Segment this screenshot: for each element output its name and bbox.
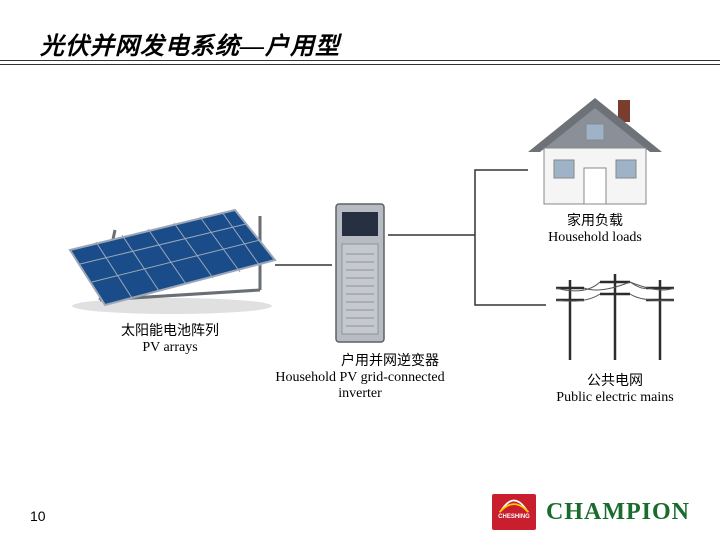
inverter-label-cn: 户用并网逆变器 bbox=[330, 350, 450, 370]
grid-label-cn: 公共电网 bbox=[540, 370, 690, 390]
page-number: 10 bbox=[30, 508, 46, 524]
pv-label-en: PV arrays bbox=[60, 340, 280, 356]
system-diagram: 太阳能电池阵列 PV arrays bbox=[0, 80, 720, 440]
inverter-icon bbox=[330, 200, 390, 350]
grid-label-en: Public electric mains bbox=[540, 390, 690, 406]
cheshing-badge-icon: CHESHING bbox=[492, 494, 536, 530]
house-icon bbox=[520, 90, 670, 210]
inverter: 户用并网逆变器 Household PV grid-connected inve… bbox=[330, 200, 450, 402]
house-label-cn: 家用负载 bbox=[520, 210, 670, 230]
badge-text: CHESHING bbox=[492, 514, 536, 520]
house: 家用负载 Household loads bbox=[520, 90, 670, 246]
title-zone: 光伏并网发电系统—户用型 bbox=[0, 26, 720, 61]
pv-arrays-icon bbox=[60, 180, 280, 320]
page-title: 光伏并网发电系统—户用型 bbox=[36, 34, 344, 60]
champion-logo-text: CHAMPION bbox=[546, 499, 690, 526]
house-label-en: Household loads bbox=[520, 230, 670, 246]
inverter-label-en: Household PV grid-connected inverter bbox=[270, 370, 450, 402]
electric-grid: 公共电网 Public electric mains bbox=[540, 260, 690, 406]
grid-icon bbox=[540, 260, 690, 370]
brand-logos: CHESHING CHAMPION bbox=[492, 494, 690, 530]
pv-arrays: 太阳能电池阵列 PV arrays bbox=[60, 180, 280, 356]
pv-label-cn: 太阳能电池阵列 bbox=[60, 320, 280, 340]
